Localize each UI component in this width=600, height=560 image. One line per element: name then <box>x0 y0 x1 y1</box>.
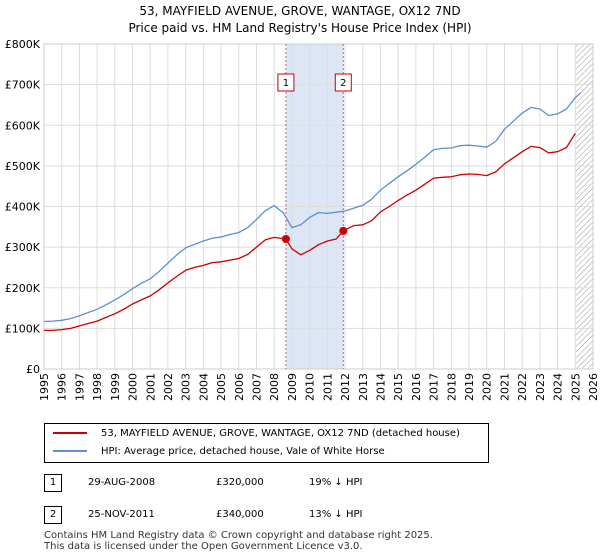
x-tick-label: 2024 <box>552 373 565 401</box>
x-tick-label: 2012 <box>339 373 352 401</box>
x-tick-label: 2000 <box>127 373 140 401</box>
sale-label-text: 2 <box>340 78 346 89</box>
x-tick-label: 2003 <box>180 373 193 401</box>
x-tick-label: 2016 <box>410 373 423 401</box>
footer: Contains HM Land Registry data © Crown c… <box>44 530 433 552</box>
plot-border <box>43 43 594 370</box>
legend-swatch-hpi <box>53 450 87 452</box>
legend-label-hpi: HPI: Average price, detached house, Vale… <box>101 446 385 457</box>
series-line-hpi <box>43 92 582 323</box>
x-tick-label: 2013 <box>357 373 370 401</box>
sale-price: £320,000 <box>216 477 264 488</box>
y-tick-label: £200K <box>5 282 41 295</box>
sale-hpi-diff: 13% ↓ HPI <box>309 509 363 520</box>
x-tick-label: 1995 <box>38 373 51 401</box>
sale-label-box <box>334 73 352 92</box>
x-tick-label: 2006 <box>233 373 246 401</box>
x-tick-label: 2011 <box>321 373 334 401</box>
x-tick-label: 2026 <box>587 373 600 401</box>
x-tick-label: 2005 <box>215 373 228 401</box>
sale-label-text: 1 <box>283 78 289 89</box>
x-tick-label: 2017 <box>428 373 441 401</box>
x-tick-label: 1998 <box>91 373 104 401</box>
x-tick-label: 2008 <box>268 373 281 401</box>
x-tick-label: 2009 <box>286 373 299 401</box>
sale-hpi-diff: 19% ↓ HPI <box>309 477 363 488</box>
sale-date: 29-AUG-2008 <box>88 477 156 488</box>
legend-item-hpi: HPI: Average price, detached house, Vale… <box>53 444 385 460</box>
price-chart: £0 £100K £200K £300K £400K £500K £600K £700K £80… <box>5 38 600 401</box>
x-tick-label: 2002 <box>162 373 175 401</box>
sale-date: 25-NOV-2011 <box>88 509 155 520</box>
x-tick-label: 2021 <box>498 373 511 401</box>
sale-badge: 2 <box>44 506 62 524</box>
y-tick-label: £700K <box>5 79 41 92</box>
x-tick-label: 2014 <box>374 373 387 401</box>
sale-label-box <box>277 73 295 92</box>
y-tick-label: £500K <box>5 160 41 173</box>
y-tick-label: £400K <box>5 201 41 214</box>
x-tick-label: 2020 <box>481 373 494 401</box>
y-tick-label: £600K <box>5 119 41 132</box>
legend-swatch-property <box>53 432 87 434</box>
chart-title: 53, MAYFIELD AVENUE, GROVE, WANTAGE, OX1… <box>139 4 461 18</box>
x-tick-label: 2007 <box>251 373 264 401</box>
x-tick-label: 1999 <box>109 373 122 401</box>
x-tick-label: 1997 <box>73 373 86 401</box>
chart-subtitle: Price paid vs. HM Land Registry's House … <box>128 21 472 35</box>
x-tick-label: 2022 <box>516 373 529 401</box>
y-tick-label: £800K <box>5 38 41 51</box>
x-tick-label: 2019 <box>463 373 476 401</box>
x-tick-label: 2004 <box>197 373 210 401</box>
x-tick-label: 2025 <box>569 373 582 401</box>
x-tick-label: 2023 <box>534 373 547 401</box>
x-tick-label: 2015 <box>392 373 405 401</box>
sale-price: £340,000 <box>216 509 264 520</box>
y-tick-label: £100K <box>5 322 41 335</box>
y-tick-label: £300K <box>5 241 41 254</box>
legend-label-property: 53, MAYFIELD AVENUE, GROVE, WANTAGE, OX1… <box>101 428 460 439</box>
x-tick-label: 2001 <box>144 373 157 401</box>
footer-licence: This data is licensed under the Open Gov… <box>44 541 363 552</box>
sale-badge: 1 <box>44 474 62 492</box>
footer-copyright: Contains HM Land Registry data © Crown c… <box>44 530 433 541</box>
series-line-property <box>44 133 576 332</box>
legend: 53, MAYFIELD AVENUE, GROVE, WANTAGE, OX1… <box>44 423 489 463</box>
sale-point <box>281 235 290 243</box>
y-tick-label: £0 <box>26 363 40 376</box>
x-tick-label: 2010 <box>304 373 317 401</box>
sale-point <box>339 226 348 235</box>
x-tick-label: 1996 <box>56 373 69 401</box>
x-tick-label: 2018 <box>445 373 458 401</box>
legend-item-property: 53, MAYFIELD AVENUE, GROVE, WANTAGE, OX1… <box>53 426 460 442</box>
